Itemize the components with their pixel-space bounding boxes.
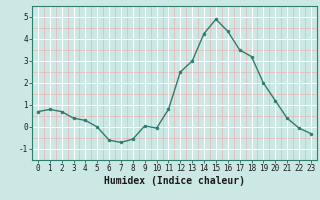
X-axis label: Humidex (Indice chaleur): Humidex (Indice chaleur) — [104, 176, 245, 186]
